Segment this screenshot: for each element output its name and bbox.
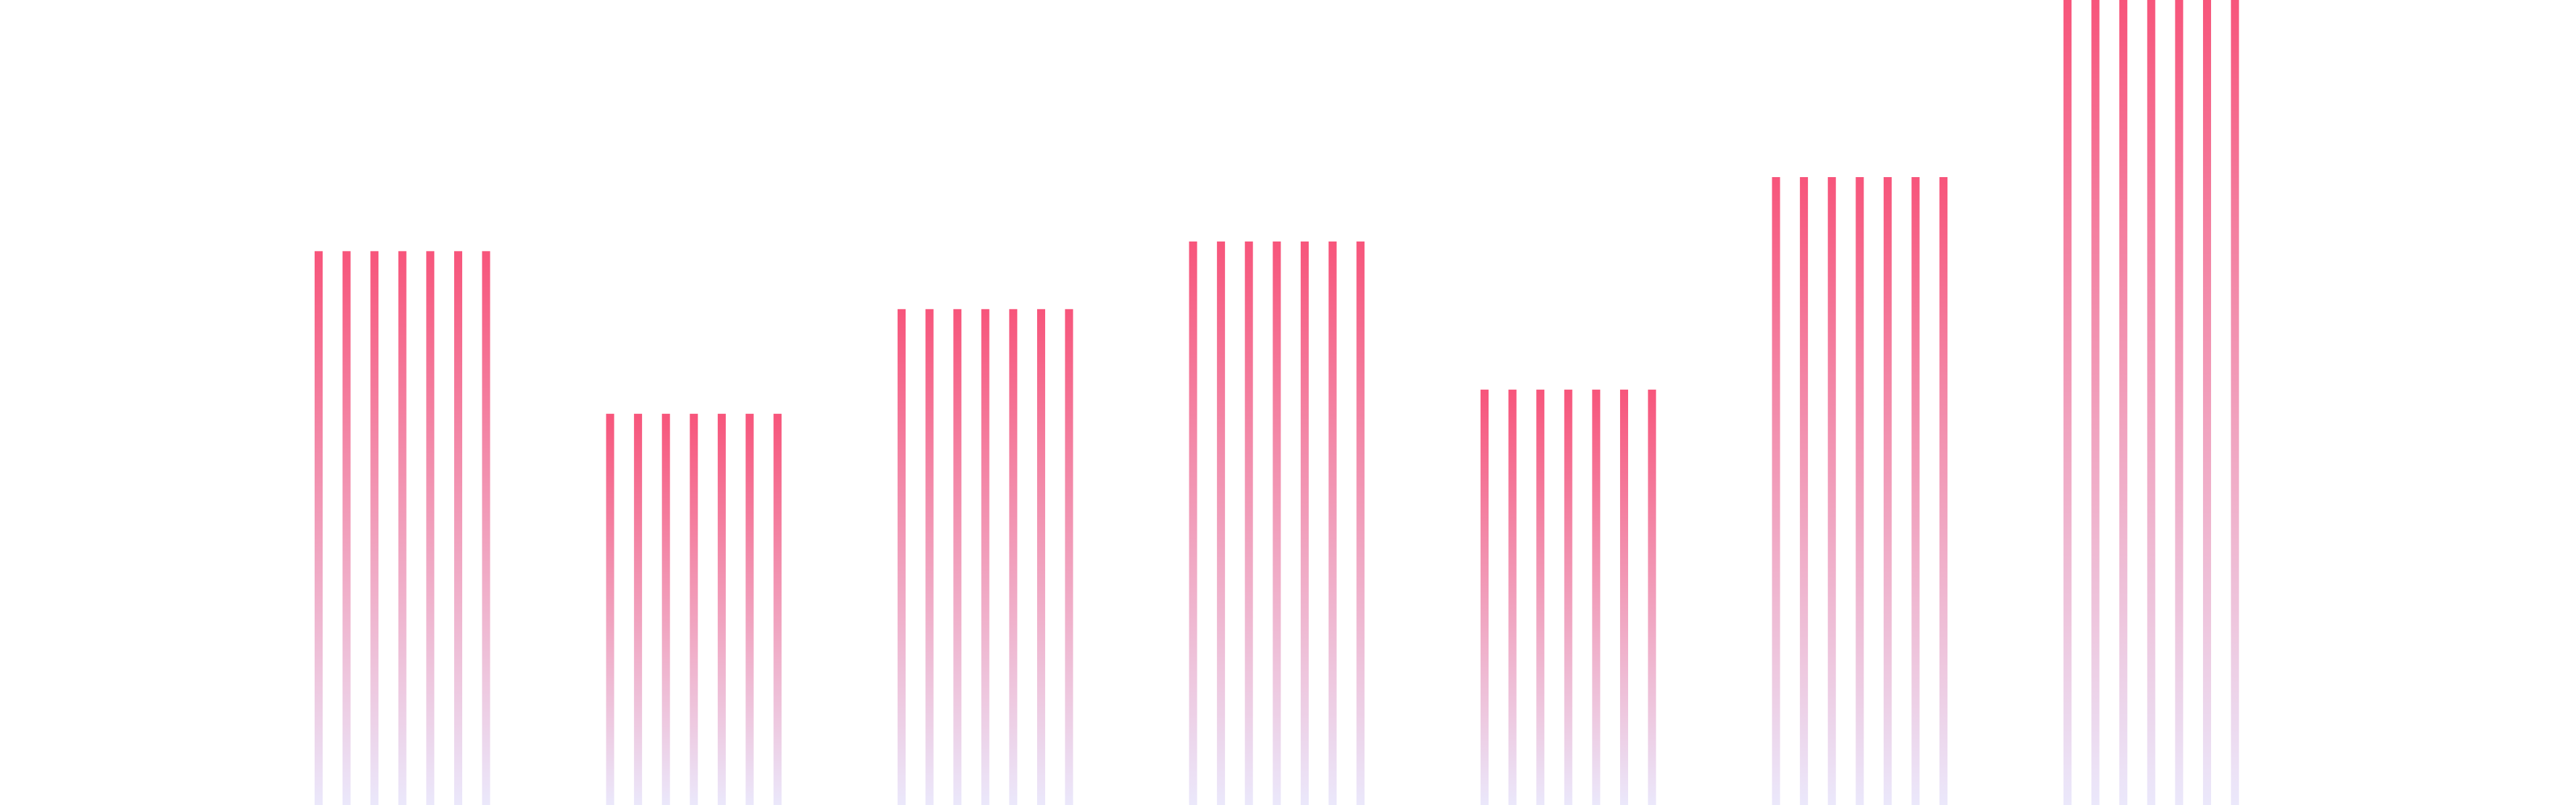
bar-line <box>1592 389 1601 805</box>
bar-line <box>606 413 614 805</box>
bar-line <box>981 309 989 805</box>
bar-line <box>2175 0 2184 805</box>
bar-line <box>342 251 351 805</box>
bar-line <box>717 413 726 805</box>
bar-line <box>1189 241 1197 805</box>
bar-line <box>1911 177 1920 805</box>
bar-line <box>454 251 462 805</box>
bar-line <box>2203 0 2211 805</box>
bar-line <box>690 413 698 805</box>
bar-line <box>898 309 906 805</box>
bar-line <box>1648 389 1656 805</box>
bar-line <box>1508 389 1517 805</box>
bar-line <box>1772 177 1780 805</box>
bar-line <box>398 251 407 805</box>
bar-line <box>1328 241 1337 805</box>
bar-line <box>1481 389 1489 805</box>
bar-line <box>1244 241 1253 805</box>
bar-line <box>773 413 782 805</box>
bar-line <box>2091 0 2100 805</box>
bar-line <box>1564 389 1572 805</box>
bar-line <box>1800 177 1809 805</box>
bar-line <box>953 309 962 805</box>
bar-line <box>745 413 754 805</box>
bar-line <box>426 251 435 805</box>
bar-line <box>1300 241 1309 805</box>
bar-line <box>1065 309 1073 805</box>
bar-line <box>2147 0 2155 805</box>
bar-line <box>1217 241 1226 805</box>
bar-line <box>2063 0 2072 805</box>
bar-line <box>2119 0 2128 805</box>
bar-line <box>1620 389 1628 805</box>
bar-line <box>482 251 490 805</box>
bar-line <box>1827 177 1836 805</box>
bar-line <box>1856 177 1864 805</box>
bar-line <box>1273 241 1281 805</box>
bar-line <box>925 309 934 805</box>
bar-line <box>2231 0 2239 805</box>
bar-line <box>370 251 379 805</box>
bar-line <box>315 251 323 805</box>
bar-line <box>1356 241 1365 805</box>
bar-line <box>1536 389 1545 805</box>
bar-line <box>661 413 670 805</box>
bar-line <box>1009 309 1018 805</box>
bar-line <box>1883 177 1892 805</box>
bar-line <box>1939 177 1948 805</box>
bar-line <box>634 413 643 805</box>
bar-line <box>1037 309 1045 805</box>
